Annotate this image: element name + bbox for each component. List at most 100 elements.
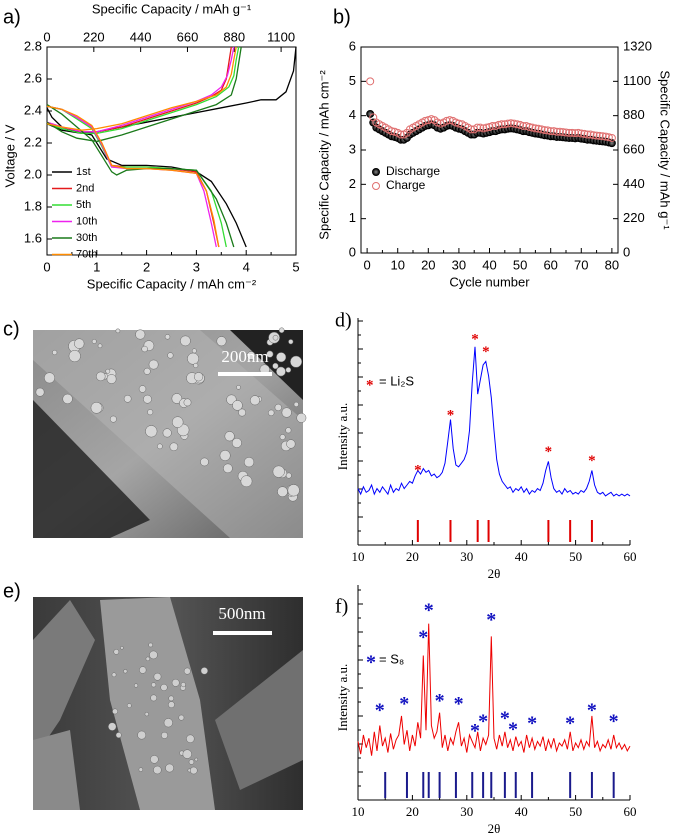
grain xyxy=(145,425,158,438)
x-tick-label: 60 xyxy=(624,804,637,819)
grain xyxy=(180,335,191,347)
x-tick-label: 30 xyxy=(460,804,473,819)
grain xyxy=(190,766,198,775)
grains xyxy=(108,642,208,775)
x-axis-label: Cycle number xyxy=(449,274,530,289)
data-point xyxy=(574,128,583,137)
grain xyxy=(216,336,227,347)
data-point xyxy=(387,127,396,136)
x2-tick-label: 0 xyxy=(43,29,50,44)
image-shadow xyxy=(33,400,150,538)
legend-label: Discharge xyxy=(386,164,440,178)
data-point xyxy=(519,121,528,130)
y2-tick-label: 220 xyxy=(623,210,645,225)
grain xyxy=(62,393,73,405)
x2-tick-label: 220 xyxy=(83,29,105,44)
data-point xyxy=(531,124,540,133)
grain xyxy=(90,401,103,414)
y-tick-label: 2.6 xyxy=(24,70,42,85)
x-tick-label: 40 xyxy=(515,804,528,819)
legend-label: 1st xyxy=(76,166,91,178)
data-point xyxy=(494,120,503,129)
y-axis-label: Specific Capacity / mAh cm⁻² xyxy=(316,70,331,240)
x-axis-label: Specific Capacity / mAh cm⁻² xyxy=(87,276,257,291)
data-point xyxy=(558,128,567,137)
grain xyxy=(178,714,185,721)
x-tick-label: 5 xyxy=(292,259,299,274)
y-axis-label: Voltage / V xyxy=(2,124,17,187)
peak-marker: * xyxy=(424,599,434,621)
grain xyxy=(148,359,159,370)
scale-bar-label: 200nm xyxy=(221,347,268,366)
grain xyxy=(150,755,159,764)
x2-tick-label: 660 xyxy=(177,29,199,44)
grain xyxy=(290,355,303,368)
grain xyxy=(157,443,163,450)
grain xyxy=(243,457,255,468)
data-point xyxy=(506,119,515,128)
grain xyxy=(236,384,241,390)
grain xyxy=(106,374,117,384)
data-point xyxy=(476,123,485,132)
data-point xyxy=(571,129,580,138)
grain xyxy=(246,351,256,360)
data-point xyxy=(396,130,405,139)
grain xyxy=(115,732,122,739)
grain xyxy=(143,367,151,375)
peak-marker: * xyxy=(418,626,428,648)
image-fiber xyxy=(215,650,303,790)
grain xyxy=(194,372,204,382)
peak-marker: * xyxy=(587,700,597,722)
x-tick-label: 70 xyxy=(574,257,588,272)
grain xyxy=(276,366,286,377)
grain xyxy=(168,701,175,709)
grain xyxy=(139,666,147,674)
grain xyxy=(105,368,111,374)
grain xyxy=(223,463,233,474)
data-point xyxy=(549,127,558,136)
legend-swatch xyxy=(372,168,380,176)
peak-marker: * xyxy=(454,693,464,715)
grain xyxy=(163,718,173,728)
data-point xyxy=(497,120,506,129)
peak-marker: * xyxy=(508,719,518,741)
grain xyxy=(219,450,231,461)
y-tick-label: 2.0 xyxy=(24,166,42,181)
grain xyxy=(168,695,174,702)
grain xyxy=(143,394,152,404)
data-point xyxy=(604,133,613,142)
data-point xyxy=(552,127,561,136)
grain xyxy=(52,349,58,356)
grain xyxy=(272,465,285,478)
data-point xyxy=(565,128,574,137)
grain xyxy=(182,749,192,759)
grain xyxy=(169,442,179,452)
x-tick-label: 0 xyxy=(364,257,371,272)
data-point xyxy=(561,128,570,137)
data-point xyxy=(586,130,595,139)
grain xyxy=(153,672,162,681)
grain xyxy=(200,667,208,675)
grain xyxy=(187,352,200,365)
grain xyxy=(171,678,180,687)
grain xyxy=(285,427,292,434)
sem-image-c: 200nm xyxy=(33,327,307,538)
grain xyxy=(74,338,85,349)
grain xyxy=(285,472,292,479)
data-point xyxy=(580,129,589,138)
data-point xyxy=(525,122,534,131)
grain xyxy=(240,475,253,488)
grain xyxy=(112,708,118,715)
grain xyxy=(145,656,150,662)
grain xyxy=(296,412,307,423)
grain xyxy=(68,350,81,363)
data-point xyxy=(513,120,522,129)
grain xyxy=(164,334,171,340)
grain xyxy=(194,757,199,762)
legend-label: 70th xyxy=(76,248,97,260)
y2-axis-label: Specific Capacity / mAh g⁻¹ xyxy=(658,70,673,230)
grain xyxy=(44,372,55,384)
